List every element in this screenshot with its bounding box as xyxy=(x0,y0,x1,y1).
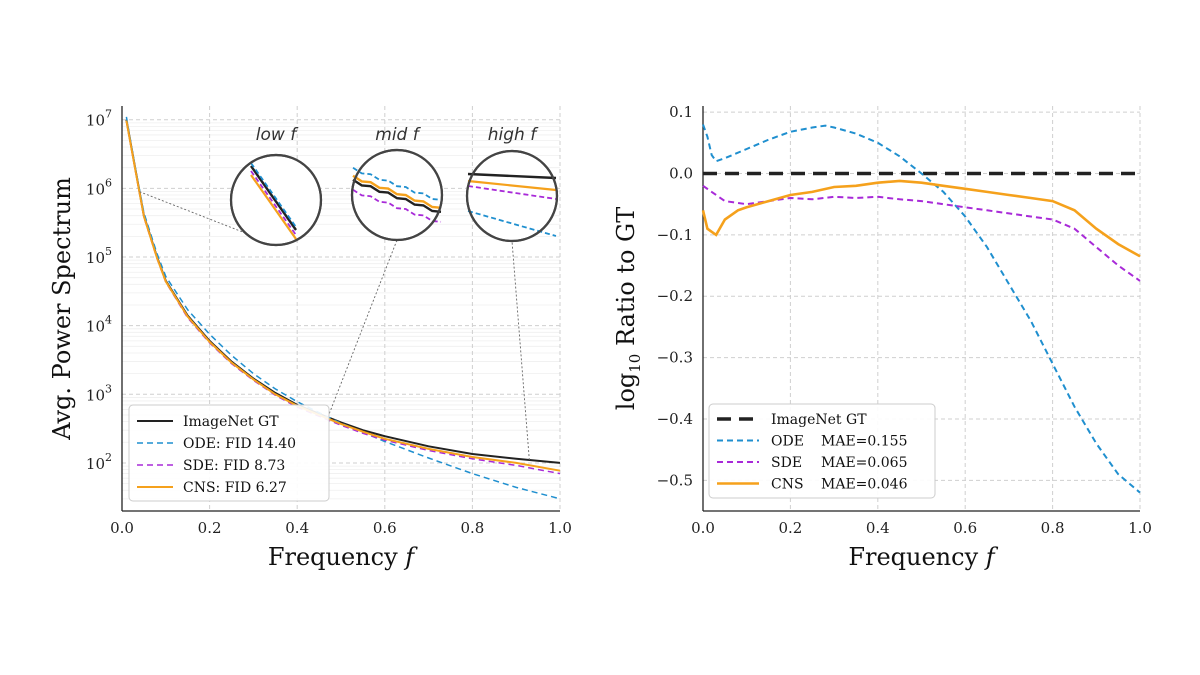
zoom-connector xyxy=(139,191,277,246)
zoom-inset-border xyxy=(350,148,444,242)
legend-label-0: ImageNet GT xyxy=(183,414,279,430)
y-tick-label: −0.3 xyxy=(657,349,693,367)
zoom-inset-label: high f xyxy=(488,125,539,145)
legend-label-2: SDE xyxy=(771,455,802,471)
zoom-inset-border xyxy=(465,149,559,243)
x-axis-label: Frequency f xyxy=(268,543,418,571)
y-tick-label: 0.1 xyxy=(669,103,693,121)
zoom-curve xyxy=(467,185,557,200)
series-line-2 xyxy=(702,184,1141,282)
legend-label-0: ImageNet GT xyxy=(771,412,867,428)
x-tick-label: 0.6 xyxy=(373,519,397,537)
x-tick-label: 0.8 xyxy=(460,519,484,537)
y-tick-label: −0.5 xyxy=(657,471,693,489)
log-ratio-panel: 0.1 0.0 −0.1 −0.2 −0.3 −0.4 −0.5 0.0 0.2 0.4 0.6 0.… xyxy=(612,103,1152,571)
legend-box xyxy=(708,403,936,499)
y-tick-label: −0.1 xyxy=(657,226,693,244)
zoom-curve xyxy=(467,179,557,192)
zoom-connector xyxy=(511,240,530,461)
zoom-curve xyxy=(352,174,442,209)
y-tick-label: −0.4 xyxy=(657,410,693,428)
x-tick-label: 0.4 xyxy=(866,519,890,537)
legend-box xyxy=(128,404,330,502)
legend-label-1: ODE: FID 14.40 xyxy=(183,436,296,452)
y-axis-label: log10 Ratio to GT xyxy=(612,207,644,410)
y-tick-label: 106 xyxy=(86,176,112,198)
x-tick-label: 1.0 xyxy=(1128,519,1152,537)
zoom-inset-border xyxy=(229,153,323,247)
y-tick-label: 105 xyxy=(86,245,112,267)
y-tick-label: 0.0 xyxy=(669,165,693,183)
legend-label-1: ODE xyxy=(771,434,804,450)
x-tick-label: 0.4 xyxy=(285,519,309,537)
zoom-inset-label: mid f xyxy=(375,125,421,145)
legend-metric-2: MAE=0.065 xyxy=(821,455,907,471)
zoom-curve xyxy=(250,162,297,228)
x-axis-label: Frequency f xyxy=(848,543,998,571)
x-tick-label: 0.0 xyxy=(691,519,715,537)
zoom-inset-label: low f xyxy=(256,125,299,145)
legend-label-2: SDE: FID 8.73 xyxy=(183,458,285,474)
series-line-3 xyxy=(125,120,561,472)
x-tick-label: 0.2 xyxy=(778,519,802,537)
y-tick-label: 107 xyxy=(86,108,112,130)
y-tick-label: 103 xyxy=(86,382,112,404)
x-tick-label: 1.0 xyxy=(548,519,572,537)
y-tick-label: 104 xyxy=(86,314,112,336)
zoom-curve xyxy=(352,178,442,213)
x-tick-label: 0.6 xyxy=(953,519,977,537)
series-line-1 xyxy=(125,116,561,500)
legend-label-3: CNS xyxy=(771,477,804,493)
zoom-curve xyxy=(352,189,442,223)
y-tick-label: −0.2 xyxy=(657,287,693,305)
zoom-curve xyxy=(250,174,297,240)
series-line-1 xyxy=(702,124,1141,494)
zoom-curve xyxy=(250,165,297,231)
legend-label-3: CNS: FID 6.27 xyxy=(183,480,287,496)
zoom-curve xyxy=(352,167,442,201)
y-axis-label: Avg. Power Spectrum xyxy=(48,177,76,441)
legend-metric-1: MAE=0.155 xyxy=(821,434,907,450)
zoom-curve xyxy=(467,172,557,180)
x-tick-label: 0.2 xyxy=(198,519,222,537)
series-line-3 xyxy=(701,179,1141,258)
zoom-curve xyxy=(250,170,297,236)
x-tick-label: 0.0 xyxy=(110,519,134,537)
legend-metric-3: MAE=0.046 xyxy=(821,477,908,493)
zoom-curve xyxy=(467,210,557,237)
y-tick-label: 102 xyxy=(86,451,112,473)
power-spectrum-panel: 102 103 104 105 106 107 0.0 0.2 0.4 0.6 0.8 1.0 low … xyxy=(48,106,572,571)
x-tick-label: 0.8 xyxy=(1041,519,1065,537)
